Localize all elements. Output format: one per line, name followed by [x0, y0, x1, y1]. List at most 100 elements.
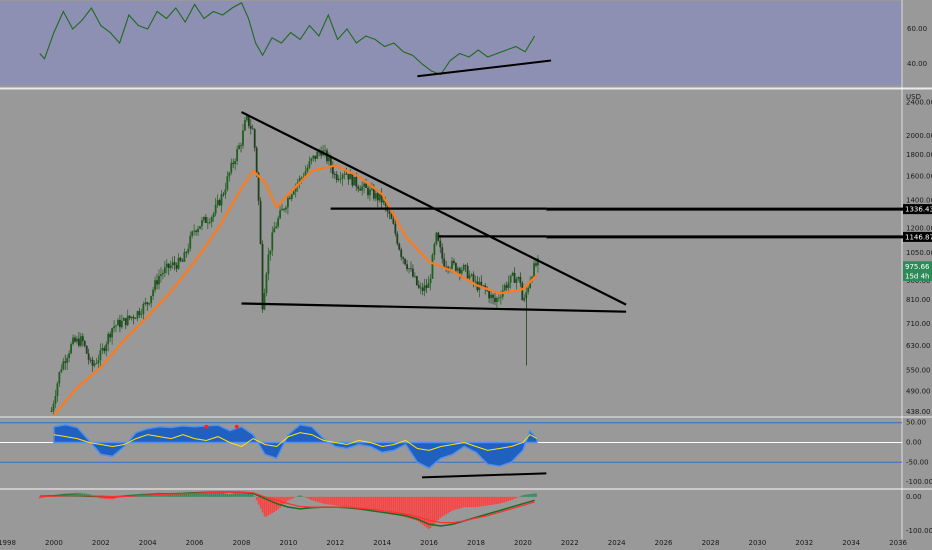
- candle-body: [120, 320, 123, 328]
- macd-bar: [462, 496, 465, 508]
- macd-bar: [492, 496, 494, 505]
- price-tick-label: 1200.00: [906, 225, 932, 233]
- macd-bar: [410, 496, 412, 519]
- candle-body: [93, 363, 96, 366]
- macd-bar: [166, 493, 168, 497]
- candle-body: [351, 173, 354, 186]
- candle-body: [398, 243, 401, 250]
- candle-body: [363, 183, 365, 187]
- macd-bar: [300, 495, 303, 497]
- macd-bar: [421, 496, 424, 525]
- candle-body: [62, 361, 65, 370]
- candle-body: [136, 311, 139, 319]
- macd-bar: [240, 491, 242, 497]
- candle-body: [331, 166, 334, 175]
- candle-body: [439, 240, 442, 248]
- price-badge-label: 975.66: [905, 263, 930, 271]
- oscillator-tick-label: -100.00: [906, 478, 932, 486]
- candle-body: [417, 285, 420, 288]
- candle-body: [406, 264, 408, 270]
- candle-body: [226, 176, 229, 190]
- macd-signal-line: [39, 491, 535, 524]
- candle-body: [169, 265, 172, 269]
- candle-body: [312, 155, 315, 159]
- macd-bar: [105, 496, 108, 500]
- rsi-tick-label: 40.00: [907, 60, 927, 68]
- candle-body: [509, 275, 512, 283]
- macd-bar: [115, 496, 117, 499]
- macd-bar: [107, 496, 109, 500]
- price-tick-label: 438.00: [906, 408, 931, 416]
- candle-body: [482, 285, 485, 287]
- macd-bar: [392, 496, 395, 514]
- macd-bar: [496, 496, 498, 505]
- candle-body: [400, 249, 403, 258]
- candle-body: [308, 161, 311, 168]
- year-tick-label: 2004: [139, 539, 157, 547]
- candle-body: [195, 230, 198, 233]
- macd-bar: [509, 496, 512, 501]
- candle-body: [156, 280, 158, 285]
- macd-bar: [308, 496, 311, 500]
- price-badge: [903, 270, 932, 281]
- macd-bar: [513, 496, 516, 499]
- macd-bar: [222, 493, 225, 497]
- candle-body: [460, 269, 463, 274]
- macd-bar: [236, 492, 238, 497]
- candle-body: [58, 372, 61, 384]
- macd-bar: [99, 496, 102, 499]
- candle-body: [388, 211, 391, 214]
- macd-bar: [179, 493, 182, 497]
- macd-bar: [500, 496, 502, 504]
- macd-bar: [216, 492, 219, 497]
- macd-bar: [478, 496, 481, 507]
- candle-body: [191, 231, 194, 236]
- macd-bar: [333, 496, 336, 506]
- candle-body: [519, 276, 522, 284]
- macd-bar: [220, 492, 223, 497]
- macd-bar: [314, 496, 317, 502]
- candle-body: [525, 292, 528, 299]
- candle-body: [232, 162, 235, 165]
- candle-body: [357, 186, 360, 189]
- candle-body: [224, 189, 227, 195]
- candle-body: [333, 174, 336, 175]
- macd-bar: [109, 496, 111, 500]
- macd-bar: [373, 496, 375, 511]
- macd-bar: [197, 492, 199, 497]
- macd-tick-label: 0.00: [906, 493, 922, 501]
- macd-bar: [359, 496, 361, 510]
- macd-bar: [265, 496, 268, 517]
- macd-bar: [296, 496, 299, 497]
- candle-body: [130, 316, 133, 319]
- macd-bar: [259, 496, 262, 509]
- candle-body: [249, 126, 252, 129]
- candle-body: [109, 333, 112, 338]
- candle-body: [269, 250, 272, 255]
- macd-bar: [445, 496, 447, 515]
- macd-bar: [369, 496, 371, 511]
- macd-bar: [470, 496, 473, 508]
- candle-body: [429, 278, 432, 284]
- time-axis: 1998 2000 2002 2004 2006 2008 2010 2012 2014 2016…: [0, 539, 908, 547]
- candle-body: [427, 283, 430, 288]
- candle-body: [355, 176, 358, 187]
- candle-body: [408, 268, 410, 270]
- macd-bar: [472, 496, 475, 508]
- macd-bar: [203, 493, 205, 497]
- candle-body: [138, 311, 141, 315]
- candle-body: [142, 304, 145, 314]
- macd-bar: [312, 496, 315, 501]
- macd-bar: [277, 496, 279, 510]
- candle-body: [171, 262, 174, 266]
- candle-body: [287, 198, 289, 208]
- macd-bar: [310, 496, 313, 501]
- macd-bar: [40, 496, 43, 499]
- candle-body: [394, 223, 397, 234]
- macd-bar: [386, 496, 389, 513]
- price-badge: [903, 261, 932, 272]
- oscillator-marker: [234, 424, 239, 429]
- macd-bar: [466, 496, 469, 508]
- candle-body: [437, 232, 440, 241]
